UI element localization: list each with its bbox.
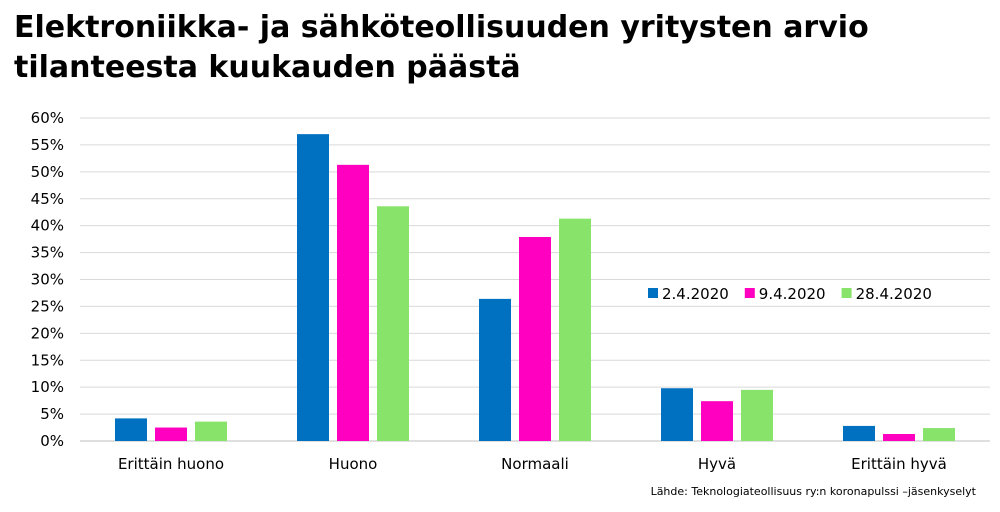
- x-tick-label: Huono: [329, 455, 378, 473]
- bar: [741, 389, 773, 441]
- y-tick-label: 15%: [31, 351, 64, 369]
- y-tick-label: 35%: [31, 244, 64, 262]
- source-note: Lähde: Teknologiateollisuus ry:n koronap…: [650, 485, 976, 498]
- y-tick-label: 50%: [31, 163, 64, 181]
- y-tick-label: 10%: [31, 378, 64, 396]
- bar: [661, 388, 693, 441]
- bar: [195, 421, 227, 441]
- bar: [923, 428, 955, 441]
- x-tick-label: Erittäin huono: [118, 455, 224, 473]
- y-tick-label: 60%: [31, 109, 64, 127]
- bars: [115, 134, 955, 441]
- legend: 2.4.2020 9.4.2020 28.4.2020: [648, 285, 932, 303]
- x-tick-label: Hyvä: [698, 455, 736, 473]
- chart-title: Elektroniikka- ja sähköteollisuuden yrit…: [14, 10, 869, 85]
- y-axis: 0% 5% 10% 15% 20% 25% 30% 35% 40% 45% 50% 55% 60%: [31, 109, 64, 450]
- x-axis: Erittäin huono Huono Normaali Hyvä Erittäin …: [118, 455, 947, 473]
- bar: [297, 134, 329, 441]
- y-tick-label: 55%: [31, 136, 64, 154]
- y-tick-label: 0%: [40, 432, 64, 450]
- x-tick-label: Erittäin hyvä: [851, 455, 947, 473]
- bar: [337, 164, 369, 441]
- y-tick-label: 25%: [31, 297, 64, 315]
- y-tick-label: 40%: [31, 217, 64, 235]
- y-tick-label: 5%: [40, 405, 64, 423]
- legend-swatch: [744, 288, 755, 298]
- bar: [479, 298, 511, 441]
- bar: [155, 427, 187, 441]
- bar: [519, 236, 551, 441]
- bar: [843, 425, 875, 441]
- legend-label: 28.4.2020: [856, 285, 932, 303]
- bar: [559, 218, 591, 441]
- x-tick-label: Normaali: [501, 455, 569, 473]
- y-tick-label: 45%: [31, 190, 64, 208]
- legend-label: 2.4.2020: [662, 285, 729, 303]
- y-tick-label: 20%: [31, 324, 64, 342]
- legend-label: 9.4.2020: [759, 285, 826, 303]
- bar: [883, 434, 915, 441]
- bar: [377, 206, 409, 441]
- bar: [115, 418, 147, 441]
- bar: [701, 401, 733, 441]
- y-tick-label: 30%: [31, 271, 64, 289]
- legend-swatch: [841, 288, 852, 298]
- legend-swatch: [648, 288, 658, 298]
